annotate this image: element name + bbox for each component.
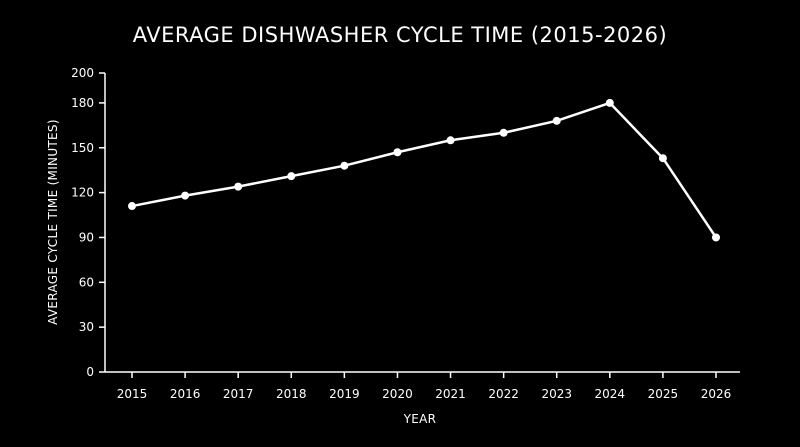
- x-axis: 2015 2016 2017 2018 2019 2020 2021 2022 2023 2024…: [105, 371, 740, 401]
- x-tick-label: 2018: [276, 387, 307, 401]
- y-tick-label: 120: [71, 186, 94, 200]
- chart-title: AVERAGE DISHWASHER CYCLE TIME (2015-2026…: [133, 23, 667, 47]
- y-axis-label: AVERAGE CYCLE TIME (MINUTES): [46, 119, 60, 325]
- x-tick-label: 2024: [595, 387, 626, 401]
- data-point: [234, 182, 243, 191]
- data-point: [552, 116, 561, 125]
- x-tick-label: 2015: [117, 387, 148, 401]
- y-tick-label: 30: [79, 320, 94, 334]
- x-tick-label: 2023: [541, 387, 572, 401]
- x-tick-label: 2026: [701, 387, 732, 401]
- y-tick-label: 0: [86, 365, 94, 379]
- data-point: [287, 172, 296, 181]
- y-tick-label: 180: [71, 96, 94, 110]
- data-point: [499, 128, 508, 137]
- x-tick-label: 2022: [488, 387, 519, 401]
- series-line: [131, 101, 718, 239]
- data-point: [128, 202, 136, 211]
- data-point: [181, 191, 190, 200]
- data-point: [605, 98, 614, 107]
- data-point: [446, 136, 455, 145]
- y-tick-label: 150: [71, 141, 94, 155]
- y-tick-label: 90: [79, 230, 94, 244]
- x-tick-label: 2021: [435, 387, 466, 401]
- data-point: [658, 154, 667, 163]
- y-tick-label: 200: [71, 66, 94, 80]
- y-axis: 0 30 60 90 120 150 180 200: [71, 66, 106, 379]
- x-tick-label: 2020: [382, 387, 413, 401]
- series-layer: [128, 98, 720, 242]
- data-point: [393, 148, 402, 157]
- x-tick-label: 2017: [223, 387, 254, 401]
- data-point: [340, 161, 349, 170]
- x-tick-label: 2025: [648, 387, 679, 401]
- data-point: [712, 233, 720, 242]
- x-tick-label: 2016: [170, 387, 201, 401]
- x-tick-label: 2019: [329, 387, 360, 401]
- y-tick-label: 60: [79, 275, 94, 289]
- x-axis-label: YEAR: [403, 412, 437, 426]
